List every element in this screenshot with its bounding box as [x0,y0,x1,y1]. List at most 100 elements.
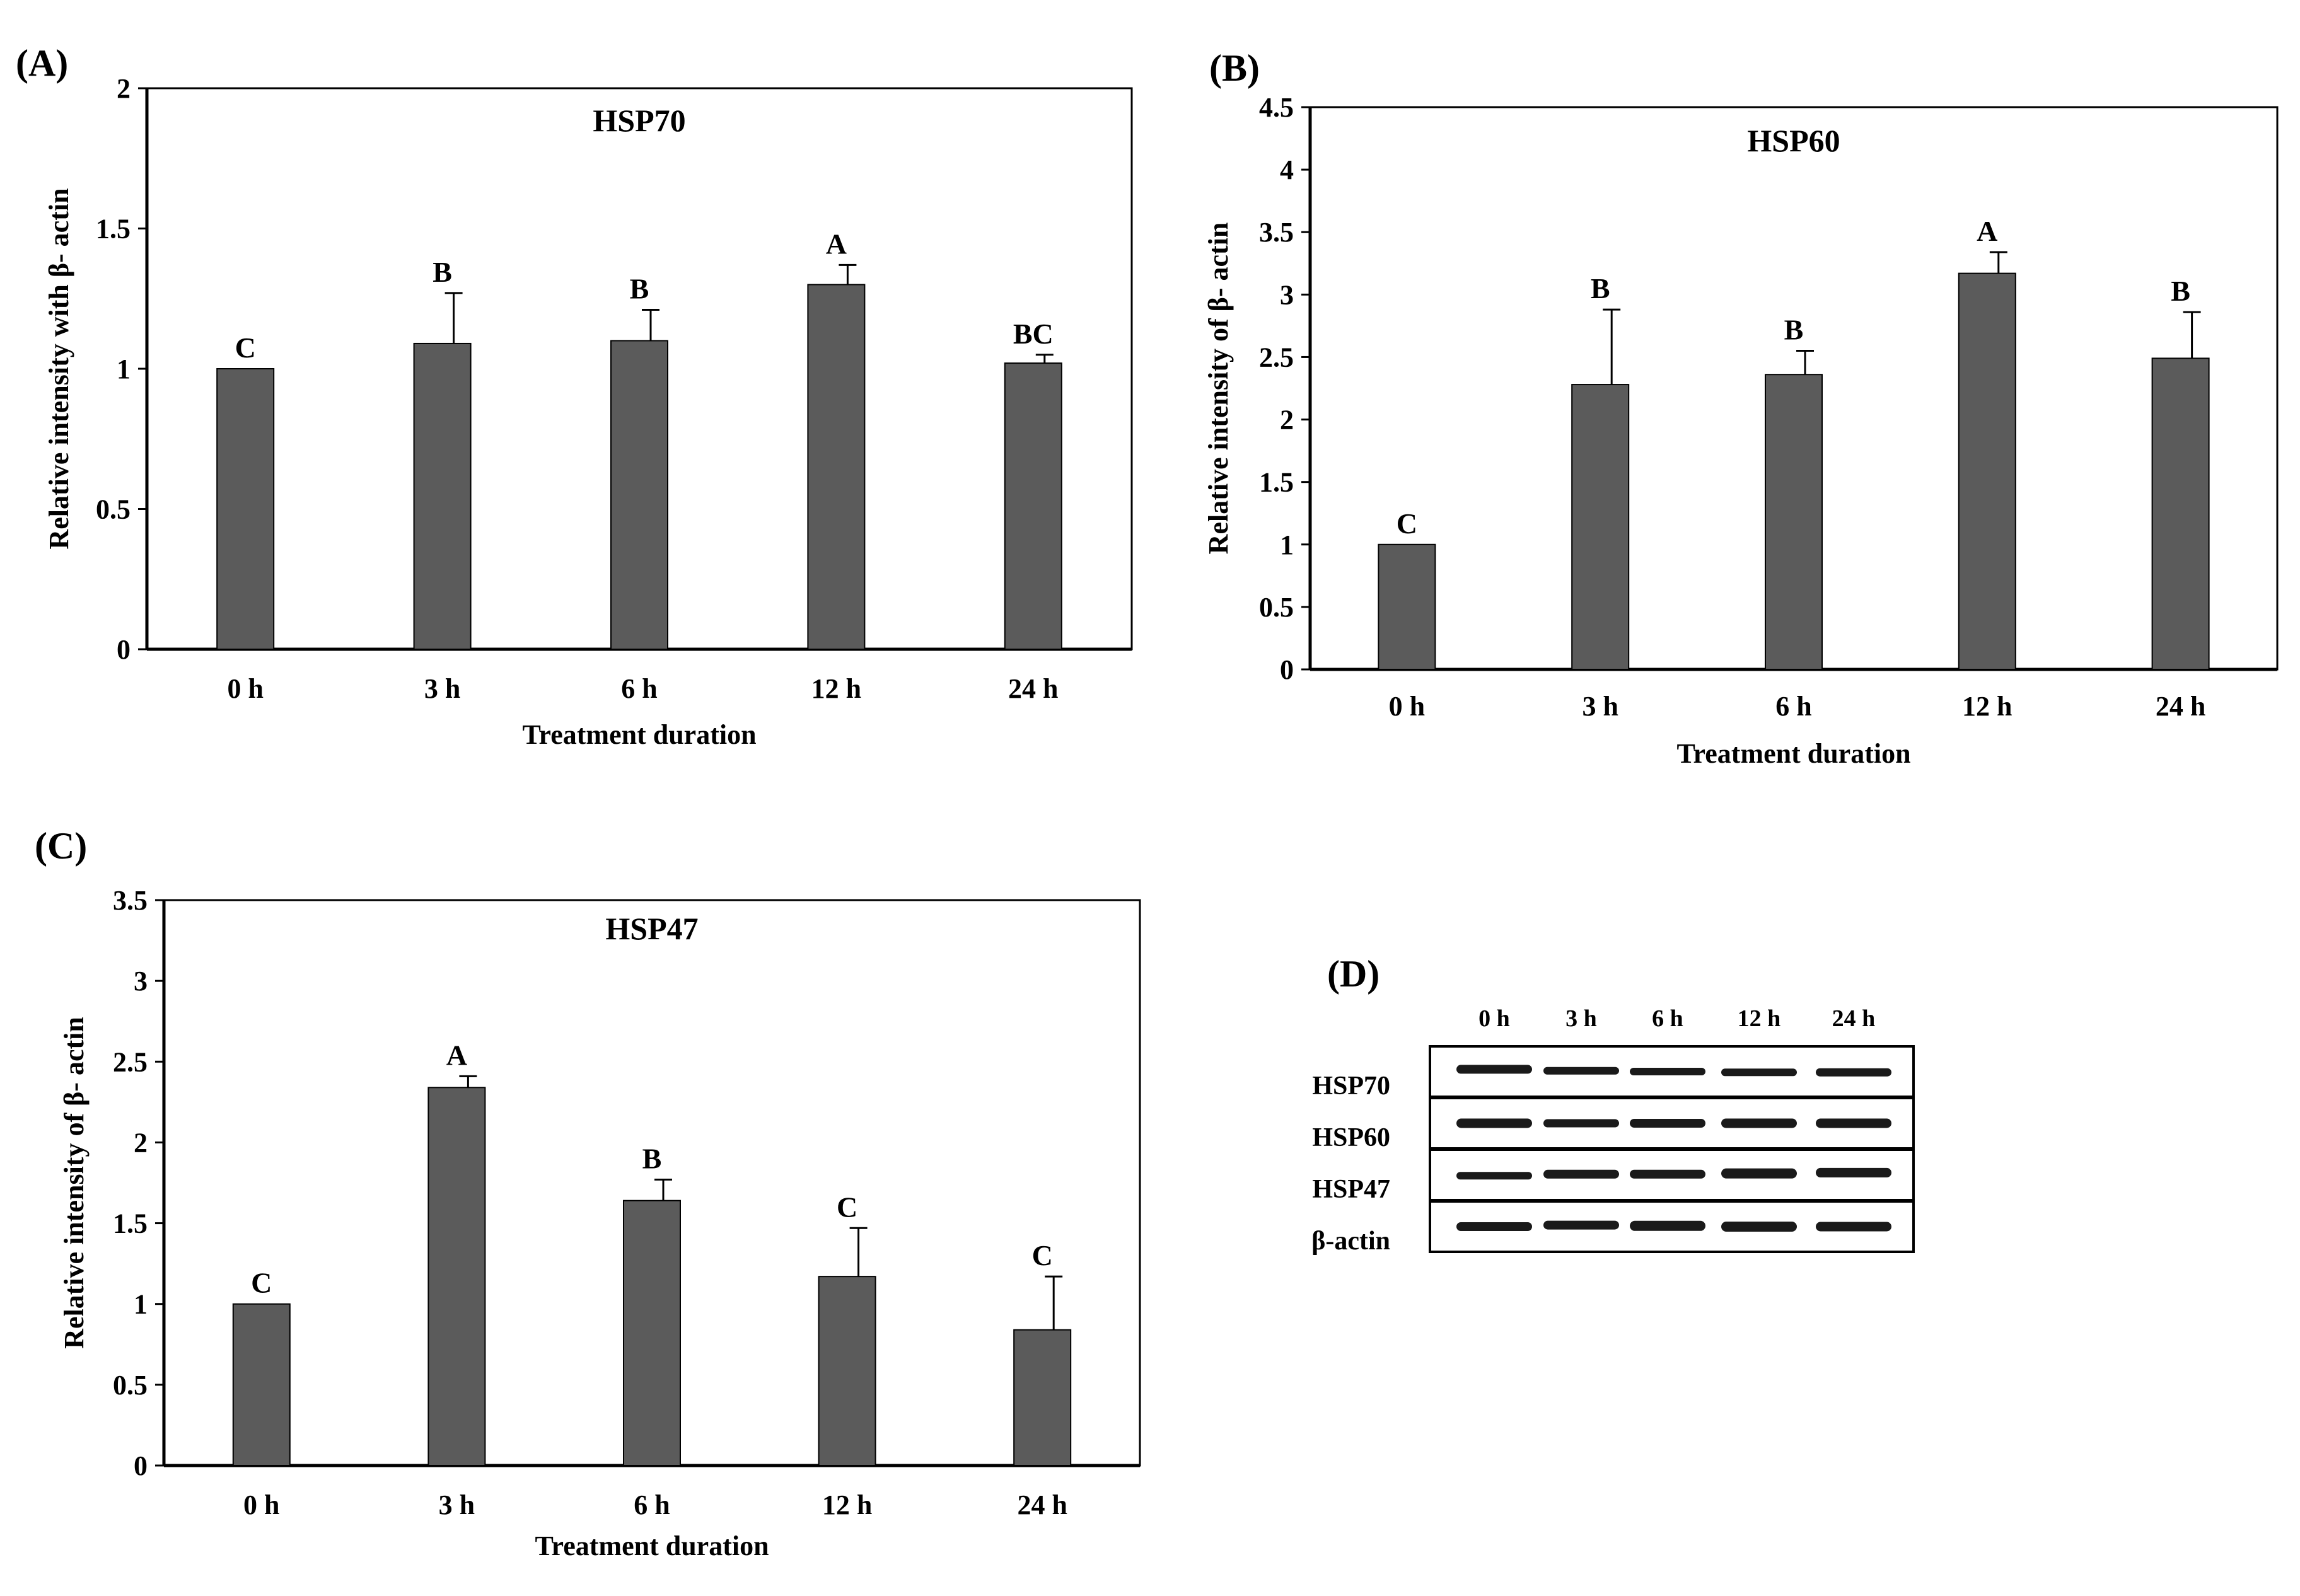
significance-letter: B [1784,314,1804,346]
x-category-label: 24 h [1017,1489,1067,1520]
blot-row: HSP47 [1312,1148,1915,1204]
blot-band [1456,1222,1532,1231]
blot-lane-label: 12 h [1738,1005,1781,1032]
blot-band [1816,1222,1891,1232]
blot-row-label: β-actin [1311,1227,1390,1256]
y-tick-label: 3 [134,966,148,997]
bar-6h [623,1200,681,1466]
y-tick-label: 3.5 [113,885,148,916]
y-tick-label: 0 [1280,654,1294,685]
y-tick-label: 1 [117,354,131,385]
panel-label: (D) [1327,953,1379,995]
x-category-label: 6 h [621,673,657,704]
y-tick-label: 1 [1280,529,1294,560]
x-axis-title: Treatment duration [535,1530,769,1561]
blot-row: HSP70 [1312,1045,1915,1101]
y-tick-label: 0.5 [113,1370,148,1401]
blot-band [1630,1169,1705,1179]
y-axis-title: Relative intensity of β- actin [1203,223,1234,555]
significance-letter: C [1032,1239,1053,1271]
bar-0h [232,1303,291,1467]
blot-lane-label: 6 h [1652,1005,1683,1032]
blot-band [1543,1220,1619,1230]
x-category-label: 6 h [1775,691,1811,722]
blot-band [1543,1169,1619,1179]
blot-band [1721,1222,1797,1232]
x-category-label: 6 h [634,1489,670,1520]
x-category-label: 24 h [2156,691,2205,722]
chart-title: HSP47 [605,911,698,946]
x-category-label: 3 h [439,1489,475,1520]
bar-6h [1765,374,1823,670]
blot-band [1816,1167,1891,1177]
y-tick-label: 1.5 [96,214,131,245]
blot-lane-label: 0 h [1478,1005,1510,1032]
bar-12h [1958,272,2016,670]
blot-row: β-actin [1311,1200,1915,1256]
significance-letter: B [2171,275,2190,307]
bar-3h [427,1087,486,1466]
y-tick-label: 2 [117,73,131,104]
y-tick-label: 4 [1280,154,1294,185]
western-blot-panel: (D) 0 h 3 h 6 h 12 h 24 h HSP70 HSP60 HSP47 β-act… [1311,953,1915,1256]
bar-3h [1571,384,1630,670]
y-tick-label: 0.5 [96,494,131,525]
blot-row-label: HSP60 [1312,1123,1390,1152]
blot-band [1721,1168,1797,1179]
significance-letter: C [251,1267,272,1299]
y-tick-label: 4.5 [1259,92,1294,123]
x-category-label: 12 h [822,1489,872,1520]
significance-letter: B [433,256,452,288]
panel-label: (B) [1209,47,1260,89]
y-tick-label: 2 [134,1127,148,1158]
y-tick-label: 3 [1280,279,1294,310]
blot-row: HSP60 [1312,1097,1915,1152]
significance-letter: A [446,1039,467,1071]
blot-band [1721,1118,1797,1128]
significance-letter: A [826,228,847,260]
y-tick-label: 0.5 [1259,592,1294,623]
y-tick-label: 2.5 [1259,342,1294,373]
significance-letter: C [837,1191,857,1223]
blot-band [1630,1220,1705,1231]
y-axis-title: Relative intensity with β- actin [44,188,74,549]
significance-letter: C [235,332,256,364]
blot-band [1456,1172,1532,1180]
y-tick-label: 2 [1280,405,1294,436]
bar-6h [610,340,668,650]
blot-band [1816,1118,1891,1128]
x-category-label: 3 h [424,673,460,704]
blot-band [1721,1068,1797,1077]
x-category-label: 12 h [811,673,861,704]
x-category-label: 0 h [1389,691,1425,722]
bar-24h [2151,357,2210,671]
panel-label: (A) [16,42,68,84]
chart-title: HSP60 [1747,123,1840,158]
blot-band [1543,1119,1619,1128]
y-axis-title: Relative intensity of β- actin [59,1017,90,1349]
chart-hsp60: (B) HSP60 0 0.5 1 1.5 2 2.5 3 3.5 4 4.5 C 0 h B 3 h B 6 h… [1203,47,2279,769]
x-category-label: 12 h [1962,691,2012,722]
bar-24h [1013,1329,1072,1466]
x-category-label: 0 h [227,673,263,704]
y-tick-label: 0 [134,1450,148,1481]
y-tick-label: 1.5 [1259,467,1294,498]
chart-hsp70: (A) HSP70 0 0.5 1 1.5 2 C 0 h B 3 h B 6 h A 12 h BC 24 h… [16,42,1133,750]
bar-24h [1004,362,1062,650]
blot-band [1816,1068,1891,1077]
blot-lane-label: 24 h [1832,1005,1876,1032]
significance-letter: B [642,1142,662,1174]
bar-0h [216,368,275,650]
y-tick-label: 1.5 [113,1208,148,1239]
chart-title: HSP70 [593,103,685,138]
y-tick-label: 2.5 [113,1046,148,1077]
significance-letter: B [1591,272,1610,304]
bar-0h [1378,543,1436,670]
significance-letter: C [1397,507,1417,540]
x-category-label: 3 h [1582,691,1618,722]
y-tick-label: 3.5 [1259,217,1294,248]
chart-hsp47: (C) HSP47 0 0.5 1 1.5 2 2.5 3 3.5 C 0 h A 3 h B 6 h C 12 … [35,825,1141,1561]
blot-band [1630,1119,1705,1128]
